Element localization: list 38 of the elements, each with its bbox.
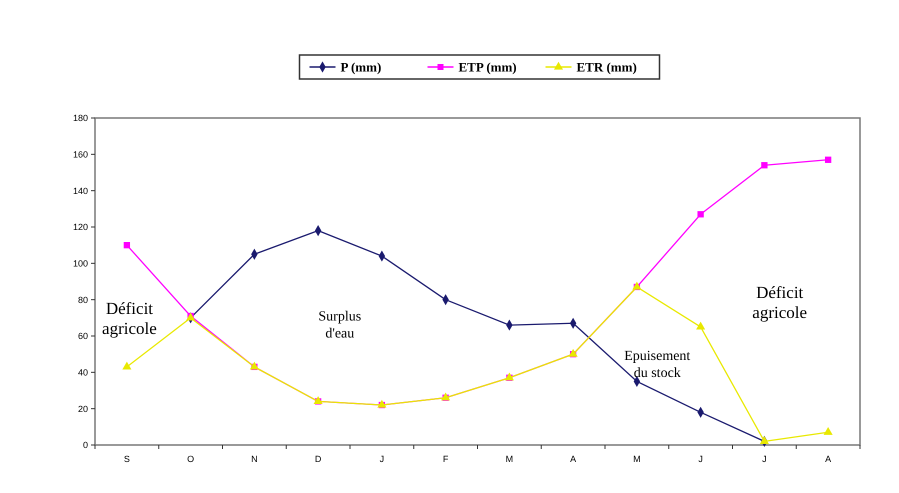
y-tick-label: 100 — [72, 258, 88, 268]
legend-label: P (mm) — [340, 60, 382, 75]
annotation: Epuisement du stock — [624, 348, 690, 381]
x-tick-label: F — [442, 454, 449, 464]
x-tick-label: A — [570, 454, 576, 464]
x-tick-label: J — [380, 454, 384, 464]
annotation: Surplus d'eau — [318, 310, 362, 342]
y-tick-label: 0 — [82, 440, 88, 450]
point — [824, 156, 832, 163]
x-tick-label: M — [506, 454, 514, 464]
y-tick-label: 40 — [78, 367, 88, 378]
annotation: Déficit agricole — [102, 299, 157, 338]
x-tick-label: J — [762, 454, 767, 464]
point — [696, 322, 706, 330]
x-tick-label: N — [251, 454, 258, 464]
point — [124, 242, 130, 248]
y-tick-label: 20 — [78, 404, 88, 414]
y-tick-label: 80 — [78, 294, 88, 305]
y-tick-label: 140 — [72, 186, 88, 196]
y-tick-label: 160 — [72, 149, 88, 160]
legend-label: ETR (mm) — [576, 60, 637, 75]
x-tick-label: D — [314, 454, 322, 464]
point — [824, 427, 833, 435]
x-tick-label: A — [825, 454, 832, 464]
point — [760, 436, 769, 444]
legend-label: ETP (mm) — [458, 60, 517, 75]
y-tick-label: 60 — [78, 331, 88, 342]
point — [697, 211, 704, 218]
point — [122, 362, 132, 370]
point — [761, 162, 768, 168]
x-tick-label: J — [698, 454, 703, 464]
point — [568, 348, 578, 357]
x-tick-label: O — [187, 454, 194, 464]
x-tick-label: M — [633, 454, 641, 464]
annotation: Déficit agricole — [752, 282, 808, 322]
y-tick-label: 120 — [72, 222, 88, 232]
y-tick-label: 180 — [72, 113, 88, 124]
x-tick-label: S — [124, 454, 130, 464]
